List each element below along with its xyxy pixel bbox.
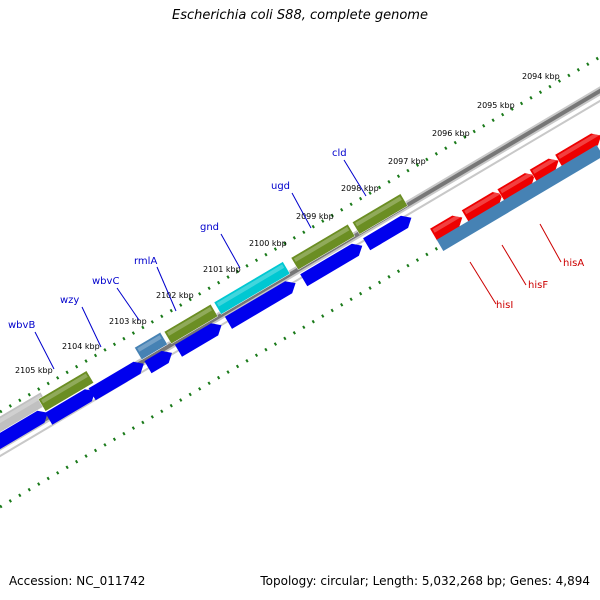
scale-label: 2096 kbp [432, 129, 470, 138]
scale-label: 2094 kbp [522, 72, 560, 81]
gene-feature-highlight [464, 190, 501, 215]
gene-leader-line [116, 287, 140, 321]
scale-label: 2104 kbp [62, 342, 100, 351]
scale-label: 2095 kbp [477, 101, 515, 110]
cds-feature [174, 323, 222, 357]
gene-feature [290, 223, 356, 271]
genome-backbone [0, 86, 600, 458]
scale-label: 2102 kbp [156, 291, 194, 300]
cds-feature [88, 361, 144, 401]
gene-leader-line [343, 159, 367, 197]
gene-feature [429, 215, 463, 242]
gene-feature [213, 261, 291, 315]
gene-feature-highlight [0, 394, 42, 424]
gene-feature-highlight [166, 307, 212, 336]
gene-feature-highlight [216, 264, 285, 307]
gene-label: gnd [200, 222, 219, 233]
gene-leader-line [469, 261, 497, 305]
gene-feature-highlight [557, 132, 600, 159]
cds-feature [224, 281, 296, 329]
gene-feature [529, 158, 560, 183]
cds-feature [0, 410, 48, 450]
scale-label: 2103 kbp [109, 317, 147, 326]
gene-features [0, 132, 600, 433]
cds-feature [45, 389, 96, 425]
gene-feature-highlight [432, 214, 461, 233]
topology-text: Topology: circular; Length: 5,032,268 bp… [260, 574, 590, 588]
scale-label: 2100 kbp [249, 239, 287, 248]
gene-leader-line [501, 244, 527, 286]
outer-tick-track [0, 55, 600, 414]
gene-label: hisI [496, 300, 513, 311]
gene-label: wbvB [8, 320, 35, 331]
gene-feature-highlight [355, 196, 402, 227]
cds-features [0, 215, 412, 450]
accession-text: Accession: NC_011742 [9, 574, 146, 588]
gene-leader-line [539, 223, 562, 263]
gene-label: cld [332, 148, 347, 159]
gene-leader-line [81, 306, 102, 348]
gene-label: rmlA [134, 256, 157, 267]
scale-label: 2098 kbp [341, 184, 379, 193]
gene-feature [37, 370, 95, 412]
cds-feature [300, 243, 363, 287]
gene-feature-highlight [137, 335, 162, 352]
gene-label: ugd [271, 181, 290, 192]
scale-label: 2097 kbp [388, 157, 426, 166]
gene-feature-highlight [532, 157, 557, 174]
gene-labels: wbvB wzy wbvC rmlA gnd ugd cld hisA hisF hisI [8, 148, 584, 370]
gene-feature [461, 191, 504, 223]
cds-feature [363, 215, 412, 251]
cds-feature [144, 350, 172, 374]
gene-feature-highlight [293, 226, 350, 262]
gene-leader-line [34, 331, 55, 370]
gene-label: hisF [528, 280, 548, 291]
scale-label: 2101 kbp [203, 265, 241, 274]
gene-feature [134, 331, 168, 361]
gene-label: wbvC [92, 276, 119, 287]
gene-feature-highlight [500, 171, 533, 194]
gene-feature-highlight [41, 373, 88, 404]
map-title: Escherichia coli S88, complete genome [172, 8, 428, 23]
scale-label: 2099 kbp [296, 212, 334, 221]
gene-feature [163, 303, 219, 345]
gene-leader-line [291, 192, 312, 229]
gene-feature [351, 193, 409, 235]
scale-label: 2105 kbp [15, 366, 53, 375]
gene-leader-line [220, 233, 241, 269]
gene-label: wzy [60, 295, 79, 306]
gene-leader-line [156, 266, 177, 312]
gene-feature [496, 172, 536, 202]
gene-label: hisA [563, 258, 584, 269]
gene-feature-his-band [436, 145, 600, 251]
tick-labels: 2094 kbp 2095 kbp 2096 kbp 2097 kbp 2098 kbp… [15, 72, 560, 375]
